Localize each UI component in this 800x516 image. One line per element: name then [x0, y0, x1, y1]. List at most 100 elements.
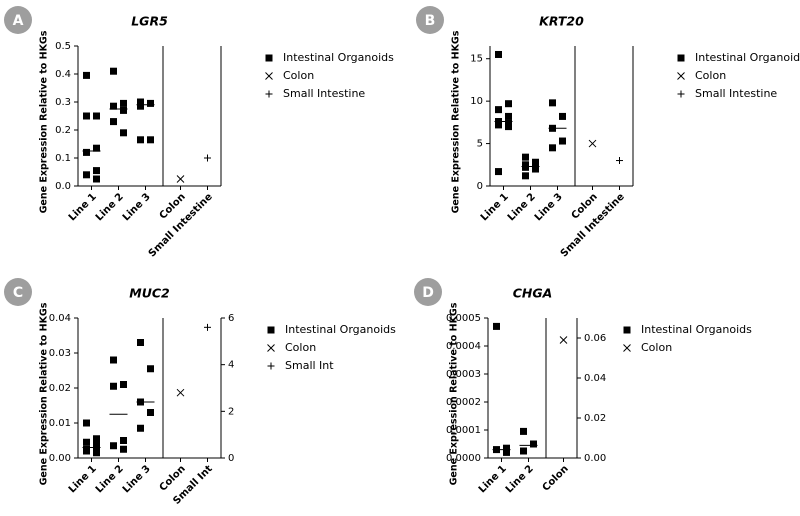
marker-square: [505, 123, 512, 131]
y-tick-label: 0.01: [49, 418, 71, 429]
y-tick-label: 5: [477, 139, 483, 150]
marker-square: [495, 121, 502, 129]
y-tick-label: 0.00: [49, 453, 71, 464]
y-tick-label: 0.02: [49, 383, 71, 394]
panel-letter: B: [425, 13, 436, 29]
y-tick-label: 0.0004: [446, 341, 481, 352]
y-tick-label: 0.5: [55, 41, 71, 52]
marker-square: [495, 168, 502, 176]
y-tick-label: 0.0001: [446, 425, 481, 436]
y-tick-label: 10: [470, 96, 483, 107]
x-tick-label: Line 2: [506, 191, 538, 223]
marker-square: [559, 112, 566, 120]
y-tick-label: 0.4: [55, 69, 71, 80]
legend-label: Colon: [641, 341, 672, 354]
marker-square: [83, 71, 90, 79]
panel-badge: [414, 278, 442, 306]
marker-square: [83, 447, 90, 455]
marker-square: [110, 118, 117, 126]
marker-square: [549, 99, 556, 107]
legend-label: Intestinal Organoids: [283, 51, 394, 64]
marker-plus: [204, 154, 211, 162]
y-tick-label: 0.0: [55, 181, 71, 192]
y-tick-label: 15: [470, 54, 483, 65]
y2-tick-label: 6: [228, 313, 234, 324]
x-tick-label: Line 3: [533, 191, 565, 223]
y2-tick-label: 4: [228, 360, 234, 371]
marker-square: [505, 100, 512, 108]
y-tick-label: 0: [477, 181, 483, 192]
marker-square: [120, 99, 127, 107]
marker-stroke: [176, 388, 185, 397]
legend-marker: [623, 326, 631, 334]
panel-badge: [416, 6, 444, 34]
panel-letter: D: [422, 285, 434, 301]
marker-x: [176, 175, 185, 183]
marker-square: [522, 153, 529, 161]
marker-square: [120, 445, 127, 453]
y-tick-label: 0.03: [49, 348, 71, 359]
x-tick-label: Line 1: [479, 191, 511, 223]
marker-square: [110, 102, 117, 110]
chart-title: MUC2: [129, 286, 169, 301]
marker-square: [147, 365, 154, 373]
panel: C MUC2 Gene Expression Relative to HKGs 0.0…: [4, 278, 396, 507]
legend-label: Intestinal Organoids: [285, 323, 396, 336]
marker-square: [147, 409, 154, 416]
marker-square: [532, 165, 539, 173]
marker-square: [530, 440, 537, 448]
marker-square: [520, 447, 527, 455]
chart-title: CHGA: [513, 286, 553, 301]
legend-label: Intestinal Organoids: [695, 51, 800, 64]
legend-marker: [623, 344, 631, 352]
panel: A LGR5 Gene Expression Relative to HKGs 0.0…: [4, 6, 394, 259]
y-tick-label: 0.0002: [446, 397, 481, 408]
y-tick-label: 0.04: [49, 313, 71, 324]
panel-badge: [4, 6, 32, 34]
y-tick-label: 0.0003: [446, 369, 481, 380]
legend-label: Colon: [283, 69, 314, 82]
y2-tick-label: 0.00: [584, 453, 606, 464]
legend-marker: [677, 72, 685, 80]
marker-square: [549, 144, 556, 152]
marker-square: [559, 137, 566, 145]
y-tick-label: 0.1: [55, 153, 71, 164]
legend-marker: [677, 54, 685, 62]
marker-square: [137, 102, 144, 110]
marker-stroke: [267, 344, 275, 352]
x-tick-label: Colon: [541, 463, 571, 493]
marker-square: [83, 419, 90, 427]
marker-plus: [616, 157, 623, 165]
marker-stroke: [176, 175, 185, 183]
marker-square: [110, 356, 117, 364]
marker-square: [503, 444, 510, 452]
marker-square: [83, 438, 90, 446]
y-axis-title: Gene Expression Relative to HKGs: [449, 302, 460, 485]
legend-marker: [267, 344, 275, 352]
y-tick-label: 0.2: [55, 125, 71, 136]
y2-tick-label: 0.04: [584, 373, 606, 384]
marker-square: [93, 440, 100, 448]
x-tick-label: Line 1: [67, 463, 99, 495]
x-tick-label: Line 2: [94, 463, 126, 495]
legend-marker: [265, 54, 273, 62]
marker-square: [83, 112, 90, 120]
marker-plus: [204, 323, 211, 331]
marker-square: [93, 449, 100, 457]
marker-x: [176, 388, 185, 397]
marker-square: [120, 381, 127, 388]
y2-tick-label: 2: [228, 406, 234, 417]
panel-letter: A: [13, 13, 24, 29]
marker-square: [147, 99, 154, 107]
marker-square: [93, 112, 100, 120]
marker-square: [120, 129, 127, 137]
y-tick-label: 0.0000: [446, 453, 481, 464]
marker-square: [120, 106, 127, 114]
marker-square: [520, 427, 527, 435]
y-axis-title: Gene Expression Relative to HKGs: [451, 30, 462, 213]
legend-label: Small Intestine: [283, 87, 365, 100]
legend-label: Small Intestine: [695, 87, 777, 100]
marker-stroke: [677, 72, 685, 80]
